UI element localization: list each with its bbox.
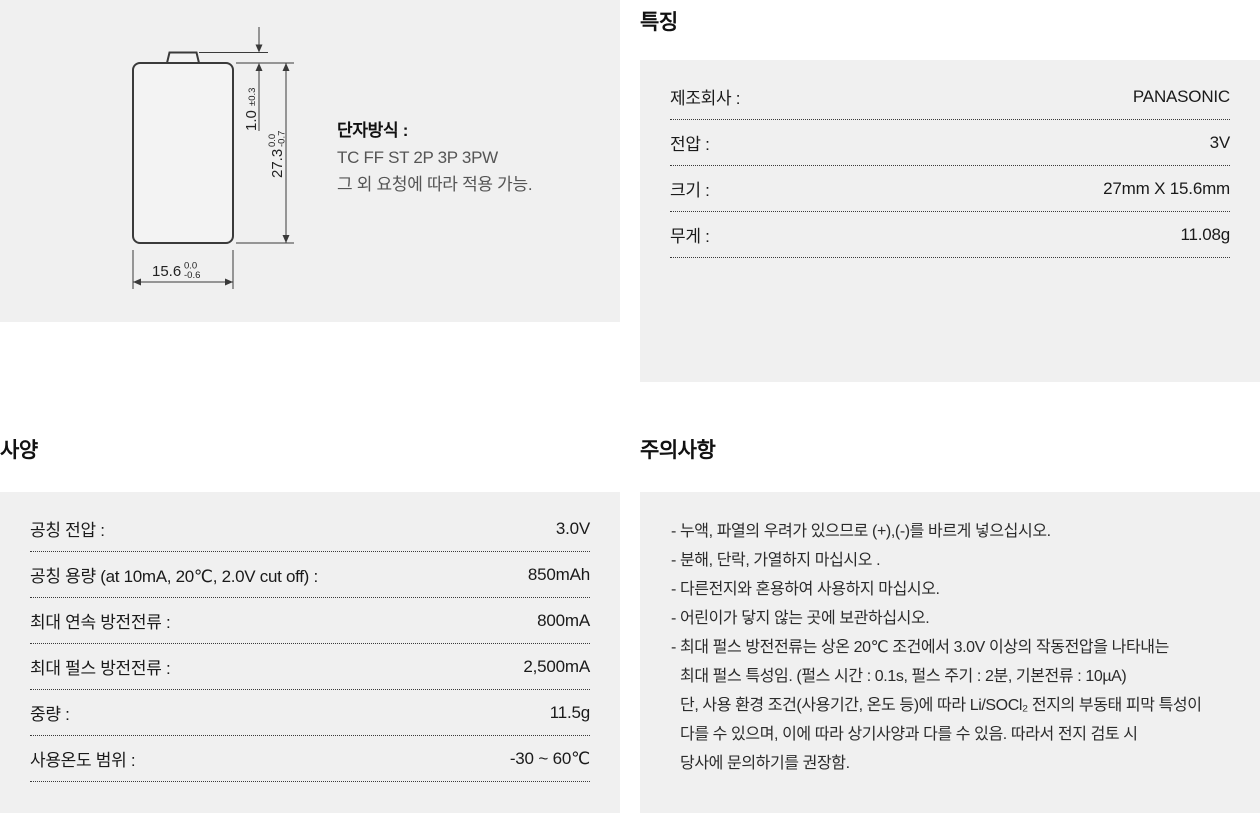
table-row: 전압 : 3V bbox=[670, 120, 1230, 166]
row-label: 전압 : bbox=[670, 135, 710, 154]
cautions-list: - 누액, 파열의 우려가 있으므로 (+),(-)를 바르게 넣으십시오. -… bbox=[640, 492, 1260, 778]
row-label: 최대 연속 방전전류 : bbox=[30, 613, 171, 632]
table-row: 사용온도 범위 : -30 ~ 60℃ bbox=[30, 736, 590, 782]
row-label: 중량 : bbox=[30, 705, 70, 724]
caution-item-continuation: 최대 펄스 특성임. (펄스 시간 : 0.1s, 펄스 주기 : 2분, 기본… bbox=[680, 668, 1127, 685]
features-section-title: 특징 bbox=[640, 11, 678, 34]
row-label: 최대 펄스 방전전류 : bbox=[30, 659, 171, 678]
row-label: 공칭 전압 : bbox=[30, 521, 105, 540]
row-value: PANASONIC bbox=[1132, 86, 1230, 106]
body-height-tol-lower: -0.7 bbox=[277, 131, 288, 147]
body-height-value: 27.3 bbox=[269, 149, 286, 178]
table-row: 무게 : 11.08g bbox=[670, 212, 1230, 258]
features-panel: 제조회사 : PANASONIC 전압 : 3V 크기 : 27mm X 15.… bbox=[640, 60, 1260, 382]
row-value: 3V bbox=[1209, 132, 1231, 152]
row-value: 2,500mA bbox=[523, 656, 590, 676]
row-value: 11.5g bbox=[549, 702, 590, 722]
battery-body bbox=[132, 62, 234, 244]
table-row: 최대 펄스 방전전류 : 2,500mA bbox=[30, 644, 590, 690]
features-table: 제조회사 : PANASONIC 전압 : 3V 크기 : 27mm X 15.… bbox=[640, 60, 1260, 258]
table-row: 최대 연속 방전전류 : 800mA bbox=[30, 598, 590, 644]
cap-height-tolerance: ±0.3 bbox=[247, 88, 258, 106]
specs-table: 공칭 전압 : 3.0V 공칭 용량 (at 10mA, 20℃, 2.0V c… bbox=[0, 492, 620, 782]
battery-dimension-diagram: 1.0 ±0.3 27.3 0.0 -0.7 15.6 bbox=[132, 27, 294, 289]
row-value: 3.0V bbox=[555, 518, 590, 538]
caution-item: - 최대 펄스 방전전류는 상온 20℃ 조건에서 3.0V 이상의 작동전압을… bbox=[671, 639, 1169, 656]
row-value: 11.08g bbox=[1180, 224, 1230, 244]
row-label: 무게 : bbox=[670, 227, 710, 246]
row-label: 크기 : bbox=[670, 181, 710, 200]
caution-item-continuation: 당사에 문의하기를 권장함. bbox=[680, 755, 850, 772]
cap-height-value: 1.0 bbox=[243, 110, 260, 131]
table-row: 크기 : 27mm X 15.6mm bbox=[670, 166, 1230, 212]
dimensions-panel: 1.0 ±0.3 27.3 0.0 -0.7 15.6 bbox=[0, 0, 620, 322]
row-value: 800mA bbox=[537, 610, 590, 630]
caution-item-continuation: 단, 사용 환경 조건(사용기간, 온도 등)에 따라 Li/SOCl₂ 전지의… bbox=[680, 697, 1202, 714]
terminal-type-block: 단자방식 : TC FF ST 2P 3P 3PW 그 외 요청에 따라 적용 … bbox=[337, 117, 533, 198]
row-label: 사용온도 범위 : bbox=[30, 751, 136, 770]
body-width-tol-lower: -0.6 bbox=[184, 270, 200, 281]
row-value: 27mm X 15.6mm bbox=[1103, 178, 1230, 198]
body-height-tol-upper: 0.0 bbox=[267, 134, 278, 147]
row-label: 공칭 용량 (at 10mA, 20℃, 2.0V cut off) : bbox=[30, 567, 318, 586]
cap-height-dimension: 1.0 ±0.3 bbox=[243, 27, 263, 131]
body-width-tol-upper: 0.0 bbox=[184, 261, 197, 272]
table-row: 제조회사 : PANASONIC bbox=[670, 74, 1230, 120]
terminal-type-label: 단자방식 : bbox=[337, 121, 409, 140]
caution-item: - 어린이가 닿지 않는 곳에 보관하십시오. bbox=[671, 610, 930, 627]
body-width-dimension: 15.6 0.0 -0.6 bbox=[133, 261, 233, 286]
body-height-dimension: 27.3 0.0 -0.7 bbox=[267, 63, 290, 243]
specs-section-title: 사양 bbox=[0, 439, 38, 462]
terminal-type-codes: TC FF ST 2P 3P 3PW bbox=[337, 148, 498, 167]
caution-item: - 누액, 파열의 우려가 있으므로 (+),(-)를 바르게 넣으십시오. bbox=[671, 523, 1051, 540]
row-value: 850mAh bbox=[527, 564, 590, 584]
body-width-value: 15.6 bbox=[152, 263, 181, 280]
specs-panel: 공칭 전압 : 3.0V 공칭 용량 (at 10mA, 20℃, 2.0V c… bbox=[0, 492, 620, 813]
row-label: 제조회사 : bbox=[670, 89, 741, 108]
table-row: 공칭 전압 : 3.0V bbox=[30, 506, 590, 552]
cautions-panel: - 누액, 파열의 우려가 있으므로 (+),(-)를 바르게 넣으십시오. -… bbox=[640, 492, 1260, 813]
table-row: 공칭 용량 (at 10mA, 20℃, 2.0V cut off) : 850… bbox=[30, 552, 590, 598]
caution-item: - 다른전지와 혼용하여 사용하지 마십시오. bbox=[671, 581, 940, 598]
battery-cap bbox=[165, 51, 201, 64]
cautions-section-title: 주의사항 bbox=[640, 439, 716, 462]
row-value: -30 ~ 60℃ bbox=[509, 748, 590, 768]
caution-item-continuation: 다를 수 있으며, 이에 따라 상기사양과 다를 수 있음. 따라서 전지 검토… bbox=[680, 726, 1138, 743]
caution-item: - 분해, 단락, 가열하지 마십시오 . bbox=[671, 552, 881, 569]
terminal-type-note: 그 외 요청에 따라 적용 가능. bbox=[337, 175, 533, 194]
table-row: 중량 : 11.5g bbox=[30, 690, 590, 736]
